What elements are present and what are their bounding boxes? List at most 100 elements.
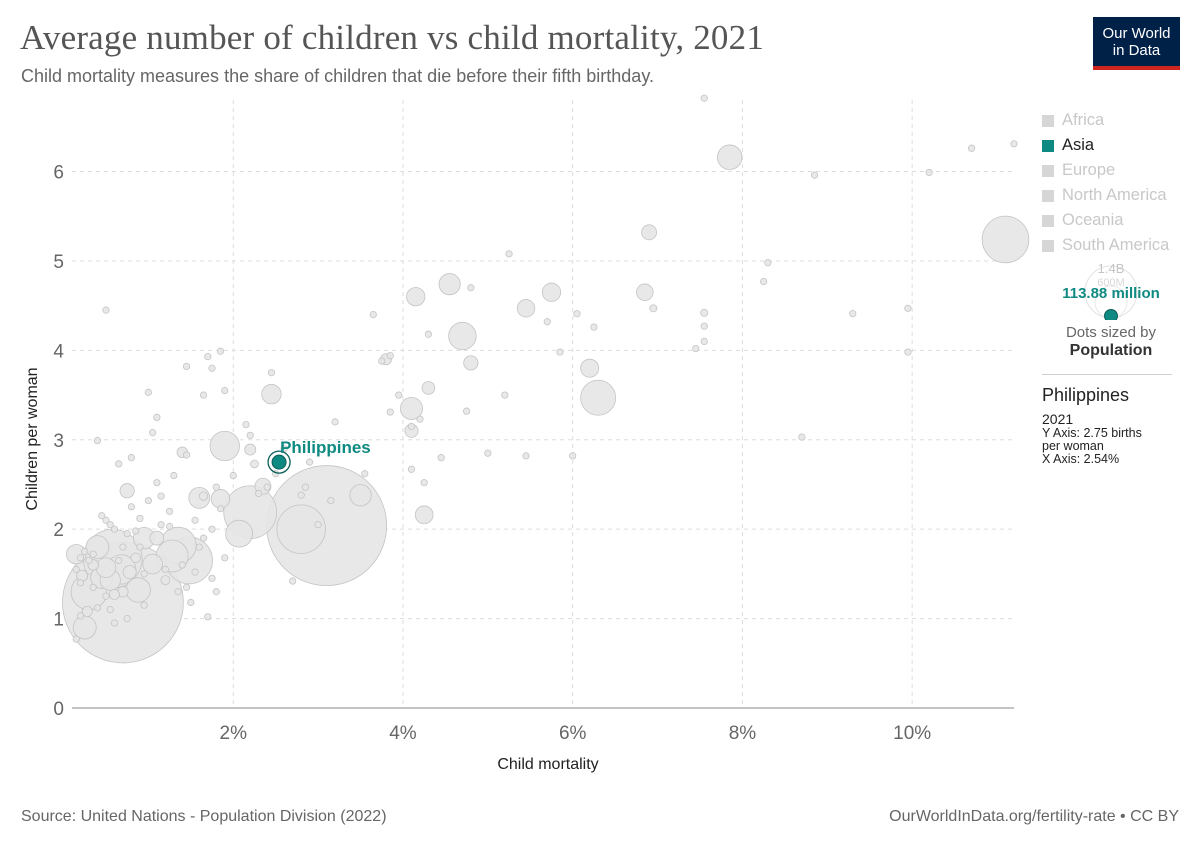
legend-item-asia[interactable]: Asia (1042, 133, 1192, 158)
data-point (263, 483, 271, 491)
data-point (407, 465, 416, 473)
data-point (649, 304, 658, 313)
data-point (414, 505, 434, 525)
data-point (981, 215, 1030, 264)
data-point (187, 598, 195, 607)
data-point (81, 547, 89, 556)
data-point (170, 471, 178, 480)
legend-item-europe[interactable]: Europe (1042, 158, 1192, 183)
data-point (406, 287, 426, 307)
data-point (700, 322, 708, 330)
data-point (115, 460, 123, 468)
source-note: Source: United Nations - Population Divi… (21, 808, 387, 825)
legend-swatch (1042, 164, 1054, 177)
data-point (580, 379, 617, 416)
data-point (140, 570, 148, 578)
owid-logo[interactable]: Our World in Data (1093, 17, 1180, 70)
data-point (209, 430, 240, 462)
data-point (89, 583, 97, 591)
data-point (106, 521, 114, 529)
legend-item-africa[interactable]: Africa (1042, 108, 1192, 133)
data-point (424, 330, 433, 338)
y-tick-label: 0 (53, 699, 64, 720)
data-point (361, 470, 369, 478)
data-point (195, 543, 203, 551)
data-point (89, 550, 97, 558)
data-point (142, 553, 163, 575)
data-point (165, 507, 174, 515)
x-tick-label: 6% (559, 723, 587, 744)
data-point (208, 574, 216, 582)
data-point (522, 452, 530, 460)
size-legend-mid-label: 600M (1097, 277, 1125, 289)
data-point (437, 454, 445, 462)
data-point (122, 565, 137, 580)
data-point (165, 522, 174, 531)
data-point (438, 273, 461, 296)
data-point (267, 369, 276, 377)
data-point (242, 420, 250, 429)
footer-link[interactable]: OurWorldInData.org/fertility-rate • CC B… (889, 808, 1179, 825)
y-tick-label: 4 (53, 341, 64, 362)
data-point (421, 381, 436, 395)
y-tick-label: 2 (53, 520, 64, 541)
data-point (556, 348, 564, 356)
legend-swatch (1042, 189, 1054, 202)
highlight-point (271, 454, 287, 470)
data-point (467, 284, 475, 292)
data-point (386, 408, 394, 416)
data-point (301, 483, 309, 491)
data-point (127, 503, 136, 511)
x-axis-title: Child mortality (497, 756, 598, 773)
legend-swatch (1042, 214, 1054, 227)
size-legend: 1.4B 600M 113.88 million Dots sized by P… (1042, 262, 1180, 360)
data-point (76, 554, 85, 562)
data-point (244, 443, 257, 456)
data-point (221, 554, 229, 562)
data-point (136, 543, 144, 551)
legend-item-north-america[interactable]: North America (1042, 183, 1192, 208)
data-point (108, 588, 120, 600)
data-point (72, 635, 80, 643)
data-point (261, 384, 282, 405)
highlight-ring (267, 450, 291, 474)
data-point (157, 521, 165, 529)
chart-title: Average number of children vs child mort… (20, 18, 765, 57)
data-point (692, 344, 700, 353)
legend-item-south-america[interactable]: South America (1042, 233, 1192, 258)
data-point (216, 347, 225, 355)
data-point (182, 451, 191, 459)
data-point (641, 224, 657, 241)
data-point (208, 364, 216, 372)
data-point (386, 352, 394, 360)
data-point (130, 552, 141, 563)
data-point (505, 250, 513, 258)
data-point (140, 601, 148, 609)
tooltip-year: 2021 (1042, 411, 1074, 427)
x-tick-label: 10% (893, 723, 931, 744)
data-point (1010, 140, 1018, 148)
data-point (580, 358, 600, 378)
data-point (541, 282, 562, 302)
data-point (369, 310, 377, 319)
data-point (798, 433, 806, 441)
legend-item-oceania[interactable]: Oceania (1042, 208, 1192, 233)
size-legend-circles (1084, 265, 1138, 320)
y-tick-label: 1 (53, 610, 64, 631)
legend-label: Africa (1062, 111, 1105, 129)
data-point (178, 561, 186, 569)
data-point (76, 612, 85, 620)
data-point (204, 613, 212, 621)
data-point (136, 514, 144, 523)
x-tick-label: 4% (389, 723, 417, 744)
data-point (420, 479, 428, 487)
data-point (463, 407, 471, 415)
data-point (115, 556, 123, 565)
data-point (119, 483, 135, 499)
data-point (250, 459, 259, 469)
data-point (904, 348, 912, 356)
legend-label: Asia (1062, 136, 1095, 154)
scatter-plot[interactable]: 0 1 2 3 4 5 6 2% 4% 6% 8% 10% Child mortality Childre… (0, 0, 1030, 790)
data-point (72, 565, 80, 574)
data-point (516, 299, 536, 318)
